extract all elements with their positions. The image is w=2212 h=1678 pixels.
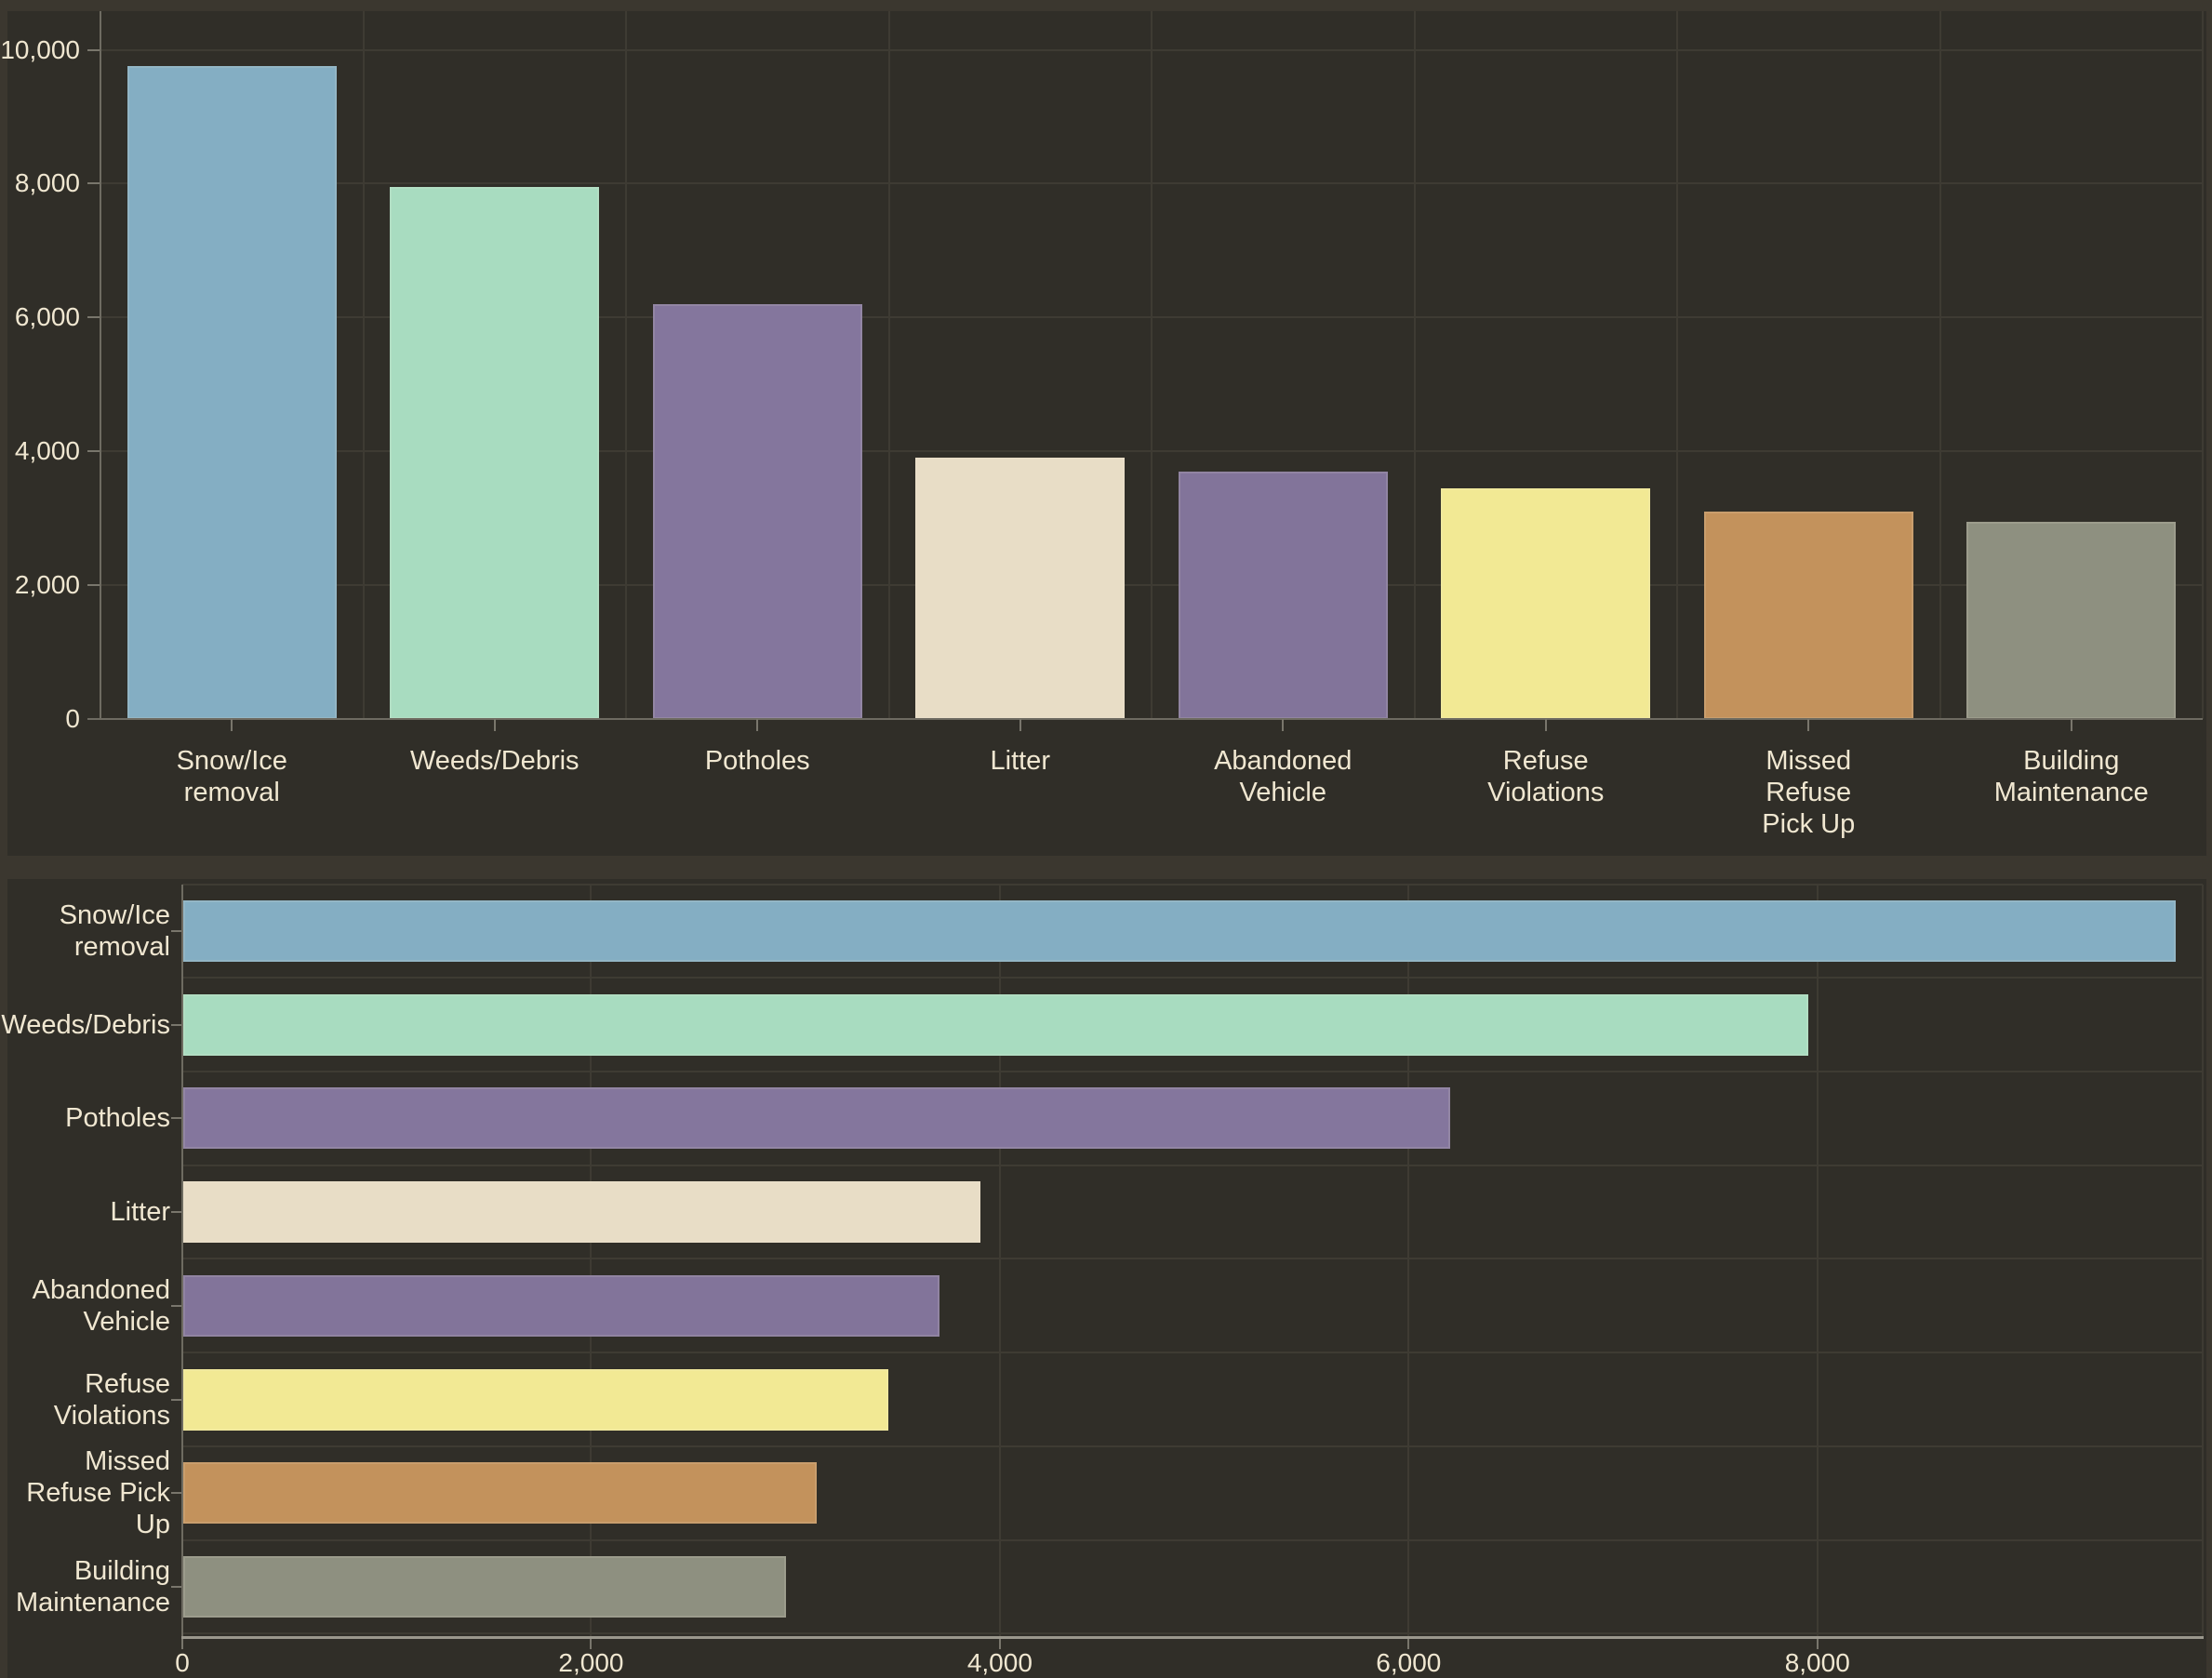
- bar-potholes[interactable]: [183, 1087, 1451, 1150]
- x-axis-tick: [1807, 719, 1810, 731]
- x-axis-tick: [1019, 719, 1021, 731]
- y-axis-tick: [171, 1586, 181, 1588]
- bar-abandoned-vehicle[interactable]: [183, 1274, 939, 1337]
- x-axis-tick: [1282, 719, 1285, 731]
- gridline-horizontal: [182, 1258, 2203, 1260]
- gridline-vertical: [590, 884, 593, 1637]
- x-axis-tick-label: 8,000: [1784, 1648, 1850, 1677]
- row-label: Potholes: [65, 1103, 170, 1134]
- plot-right-edge: [2202, 884, 2204, 1637]
- gridline-vertical: [1939, 11, 1941, 719]
- gridline-horizontal: [182, 1632, 2203, 1635]
- row-label: Abandoned Vehicle: [32, 1274, 170, 1337]
- row-label: Snow/Ice removal: [59, 899, 170, 962]
- category-label: Building Maintenance: [1993, 746, 2149, 807]
- bar-building-maintenance[interactable]: [1966, 521, 2177, 719]
- gridline-vertical: [1151, 11, 1153, 719]
- row-label: Refuse Violations: [53, 1368, 170, 1431]
- requests-column-chart-panel: [7, 11, 2206, 856]
- y-axis-tick: [87, 584, 100, 587]
- gridline-horizontal: [182, 1164, 2203, 1166]
- x-axis-tick: [998, 1637, 1001, 1649]
- y-axis-tick: [171, 1492, 181, 1495]
- y-axis-line: [100, 11, 101, 719]
- y-axis-tick: [171, 1398, 181, 1401]
- bar-weeds-debris[interactable]: [183, 993, 1808, 1056]
- gridline-horizontal: [182, 1071, 2203, 1073]
- category-label: Weeds/Debris: [409, 746, 580, 776]
- y-axis-tick: [87, 450, 100, 453]
- x-axis-tick: [493, 719, 496, 731]
- gridline-vertical: [998, 884, 1001, 1637]
- gridline-vertical: [1413, 11, 1416, 719]
- bar-refuse-violations[interactable]: [1441, 487, 1651, 719]
- row-label: Litter: [110, 1197, 170, 1228]
- x-axis-tick-label: 2,000: [558, 1648, 624, 1677]
- y-axis-tick: [87, 48, 100, 51]
- x-axis-tick-label: 6,000: [1376, 1648, 1442, 1677]
- gridline-horizontal: [182, 1538, 2203, 1541]
- category-label: Potholes: [704, 746, 810, 776]
- row-label: Building Maintenance: [15, 1556, 170, 1618]
- bar-snow-ice-removal[interactable]: [183, 899, 2177, 962]
- bar-refuse-violations[interactable]: [183, 1368, 889, 1431]
- x-axis-tick: [1816, 1637, 1819, 1649]
- gridline-horizontal: [182, 977, 2203, 979]
- y-axis-tick: [87, 316, 100, 319]
- row-label: Missed Refuse Pick Up: [26, 1446, 170, 1540]
- gridline-horizontal: [182, 883, 2203, 886]
- gridline-horizontal: [182, 1352, 2203, 1354]
- bar-weeds-debris[interactable]: [390, 186, 600, 719]
- x-axis-tick: [231, 719, 233, 731]
- x-axis-tick: [2070, 719, 2072, 731]
- x-axis-tick: [1544, 719, 1547, 731]
- x-axis-tick: [181, 1637, 183, 1649]
- x-axis-line: [87, 718, 2203, 720]
- y-axis-tick: [87, 182, 100, 185]
- bar-missed-refuse-pick-up[interactable]: [183, 1462, 818, 1525]
- y-axis-tick: [171, 1023, 181, 1026]
- y-axis-line: [181, 884, 183, 1637]
- bar-potholes[interactable]: [652, 303, 862, 719]
- bar-snow-ice-removal[interactable]: [127, 66, 337, 719]
- y-axis-tick-label: 4,000: [14, 436, 80, 466]
- category-label: Abandoned Vehicle: [1214, 746, 1353, 807]
- gridline-vertical: [625, 11, 627, 719]
- category-label: Missed Refuse Pick Up: [1762, 746, 1856, 839]
- bar-litter[interactable]: [183, 1181, 980, 1244]
- y-axis-tick: [171, 1117, 181, 1120]
- bar-abandoned-vehicle[interactable]: [1178, 471, 1388, 719]
- y-axis-tick: [171, 1211, 181, 1214]
- x-axis-tick-label: 0: [175, 1648, 190, 1677]
- y-axis-tick-label: 8,000: [14, 168, 80, 198]
- bar-missed-refuse-pick-up[interactable]: [1703, 511, 1913, 719]
- gridline-vertical: [887, 11, 890, 719]
- x-axis-line: [181, 1636, 2204, 1639]
- bar-litter[interactable]: [915, 458, 1126, 719]
- y-axis-tick-label: 2,000: [14, 570, 80, 600]
- gridline-vertical: [362, 11, 365, 719]
- y-axis-tick-label: 0: [65, 704, 80, 733]
- x-axis-tick-label: 4,000: [966, 1648, 1033, 1677]
- bar-building-maintenance[interactable]: [183, 1556, 787, 1618]
- y-axis-tick-label: 6,000: [14, 302, 80, 332]
- x-axis-tick: [756, 719, 759, 731]
- y-axis-tick: [171, 1304, 181, 1307]
- y-axis-tick: [171, 929, 181, 932]
- category-label: Litter: [990, 746, 1050, 776]
- category-label: Snow/Ice removal: [176, 746, 287, 807]
- x-axis-tick: [590, 1637, 593, 1649]
- row-label: Weeds/Debris: [1, 1009, 170, 1040]
- category-label: Refuse Violations: [1487, 746, 1605, 807]
- gridline-vertical: [1407, 884, 1410, 1637]
- gridline-horizontal: [182, 1445, 2203, 1447]
- gridline-vertical: [1676, 11, 1678, 719]
- x-axis-tick: [1407, 1637, 1410, 1649]
- gridline-vertical: [1816, 884, 1819, 1637]
- gridline-vertical: [2202, 11, 2204, 719]
- y-axis-tick-label: 10,000: [0, 34, 80, 64]
